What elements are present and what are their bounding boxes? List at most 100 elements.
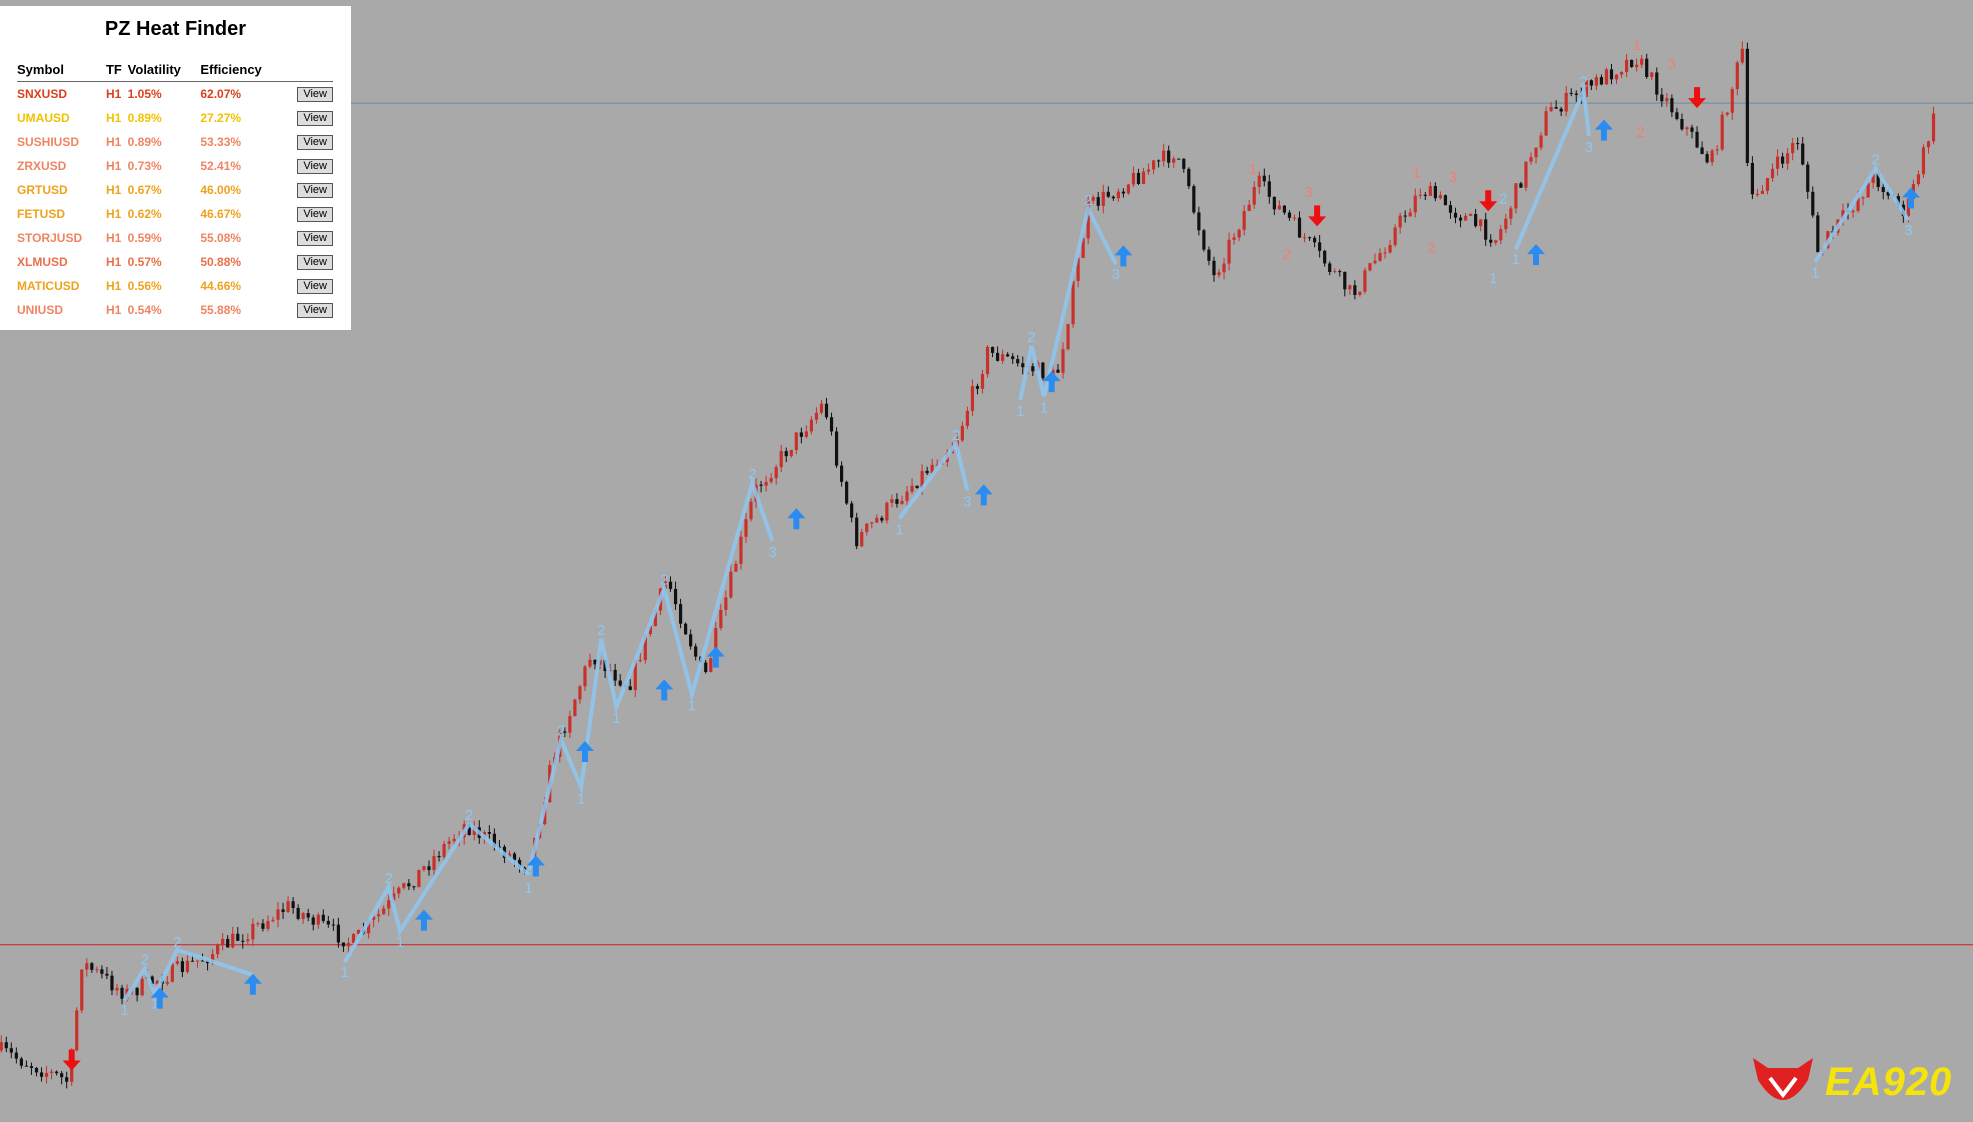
candle-body xyxy=(1096,197,1100,206)
candle-body xyxy=(1670,98,1674,113)
view-button[interactable]: View xyxy=(297,111,333,126)
wave-label: 1 xyxy=(524,880,532,897)
candle-body xyxy=(316,914,320,925)
candle-body xyxy=(925,470,929,474)
candle-body xyxy=(256,923,260,925)
candle-body xyxy=(1136,172,1141,184)
candle-body xyxy=(326,920,330,925)
candle-body xyxy=(613,669,617,681)
candle-body xyxy=(1121,191,1125,194)
candle-body xyxy=(1076,257,1080,281)
candle-body xyxy=(1287,212,1292,218)
candle-body xyxy=(663,581,668,589)
candle-body xyxy=(517,859,522,868)
candle-body xyxy=(1740,48,1744,63)
candle-body xyxy=(1680,118,1684,130)
candle-body xyxy=(1685,127,1689,130)
candle-body xyxy=(1041,362,1045,379)
view-button[interactable]: View xyxy=(297,303,333,318)
candle-body xyxy=(1931,113,1936,142)
cell-tf: H1 xyxy=(105,207,122,221)
wave-label: 2 xyxy=(385,870,393,887)
table-row: ZRXUSD H1 0.73% 52.41% View xyxy=(17,154,333,178)
candle-body xyxy=(588,659,592,667)
candle-body xyxy=(834,431,839,466)
candle-body xyxy=(1433,186,1437,199)
candle-body xyxy=(814,412,819,420)
candle-body xyxy=(155,980,159,984)
candle-body xyxy=(850,503,854,518)
candle-body xyxy=(467,824,471,835)
candle-body xyxy=(668,581,673,589)
candle-body xyxy=(1318,242,1322,251)
candle-body xyxy=(1197,212,1201,231)
cell-volatility: 0.89% xyxy=(127,135,162,149)
view-button[interactable]: View xyxy=(297,279,333,294)
table-row: XLMUSD H1 0.57% 50.88% View xyxy=(17,250,333,274)
cell-efficiency: 44.66% xyxy=(200,279,242,293)
logo-text: EA920 xyxy=(1825,1060,1953,1104)
candle-body xyxy=(935,464,939,466)
candle-body xyxy=(578,686,582,700)
buy-arrow xyxy=(1901,187,1920,209)
candle-body xyxy=(336,924,341,943)
wave-label: 3 xyxy=(1668,56,1676,73)
candle-body xyxy=(226,938,230,948)
wave-label: 2 xyxy=(1427,240,1435,257)
candle-body xyxy=(1071,280,1075,325)
candle-body xyxy=(1438,195,1443,199)
candle-body xyxy=(356,929,361,935)
wave-line xyxy=(1514,82,1591,250)
candle-body xyxy=(382,908,386,915)
candle-body xyxy=(311,917,315,925)
candle-body xyxy=(1227,239,1231,264)
candle-body xyxy=(915,485,919,489)
candle-body xyxy=(75,1010,79,1051)
candle-body xyxy=(1609,69,1614,80)
cell-symbol: UMAUSD xyxy=(17,111,70,125)
candle-body xyxy=(819,403,824,413)
view-button[interactable]: View xyxy=(297,135,333,150)
candle-body xyxy=(90,963,94,970)
cell-efficiency: 50.88% xyxy=(200,255,242,269)
candle-body xyxy=(568,716,572,733)
buy-arrow xyxy=(787,508,806,530)
candle-body xyxy=(512,853,517,860)
candle-body xyxy=(1187,168,1191,187)
wave-label: 1 xyxy=(1811,265,1819,282)
candle-body xyxy=(95,969,99,971)
wave-label: 2 xyxy=(1580,74,1588,91)
cell-efficiency: 55.88% xyxy=(200,303,242,317)
view-button[interactable]: View xyxy=(297,183,333,198)
view-button[interactable]: View xyxy=(297,207,333,222)
candle-body xyxy=(1307,237,1312,239)
candle-body xyxy=(1614,74,1619,80)
candle-body xyxy=(397,887,401,894)
candle-body xyxy=(1358,291,1362,295)
wave-label: 3 xyxy=(1112,266,1120,283)
candle-body xyxy=(774,467,778,479)
candle-body xyxy=(1630,59,1634,67)
view-button[interactable]: View xyxy=(297,87,333,102)
candle-body xyxy=(200,960,205,962)
candle-body xyxy=(1413,195,1417,213)
view-button[interactable]: View xyxy=(297,255,333,270)
candle-body xyxy=(1328,263,1332,272)
wave-label: 2 xyxy=(465,807,473,824)
candle-body xyxy=(1851,210,1855,213)
cell-symbol: XLMUSD xyxy=(17,255,68,269)
sell-arrow xyxy=(1479,190,1498,212)
candle-body xyxy=(221,938,225,946)
cell-symbol: SNXUSD xyxy=(17,87,68,101)
candle-body xyxy=(442,843,446,858)
candle-body xyxy=(1725,112,1729,115)
view-button[interactable]: View xyxy=(297,159,333,174)
cell-volatility: 0.59% xyxy=(127,231,162,245)
candle-body xyxy=(1624,59,1629,73)
view-button[interactable]: View xyxy=(297,231,333,246)
wave-label: 2 xyxy=(140,952,148,969)
candle-body xyxy=(1544,111,1548,136)
candle-body xyxy=(291,901,295,908)
candle-body xyxy=(472,827,476,835)
